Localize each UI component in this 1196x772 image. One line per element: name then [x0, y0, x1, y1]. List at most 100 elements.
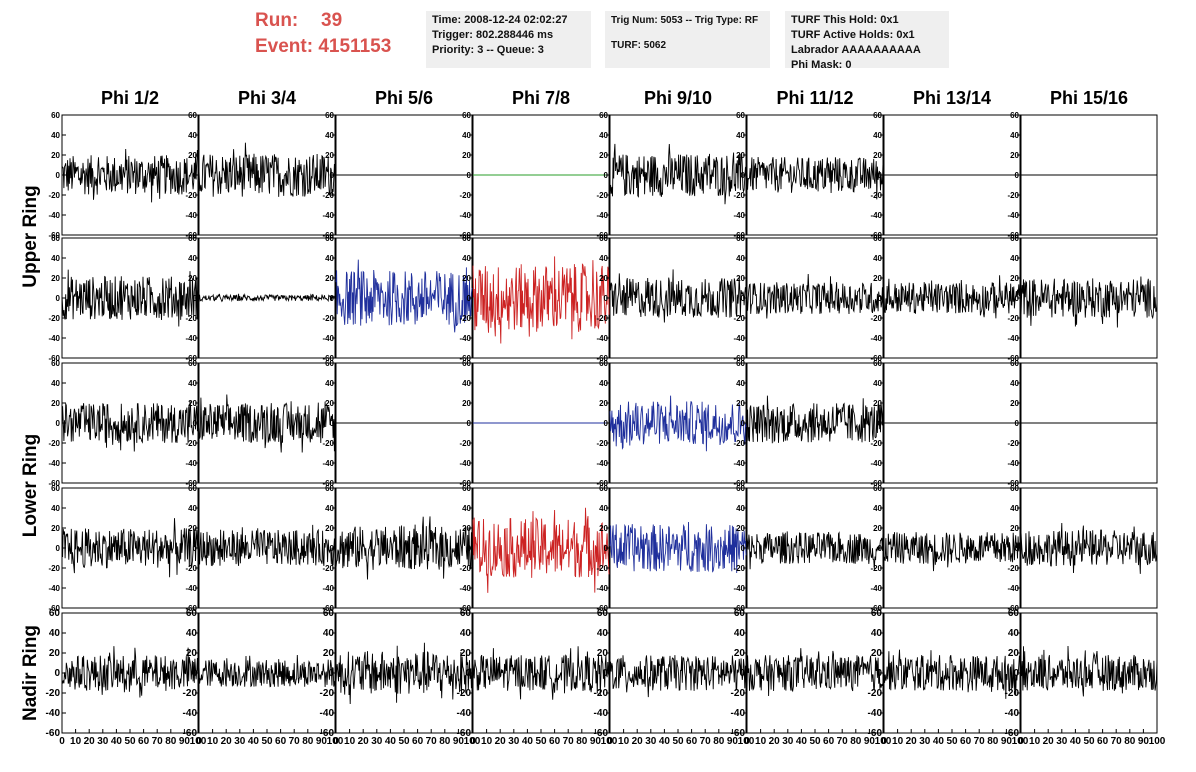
y-tick-label: 20: [599, 274, 608, 283]
panel-frame: [61, 237, 199, 359]
x-tick-label: 50: [672, 736, 684, 747]
y-tick-label: -40: [870, 584, 882, 593]
y-tick-label: 0: [330, 419, 335, 428]
y-tick-label: -20: [596, 191, 608, 200]
y-tick-label: -20: [868, 688, 883, 699]
y-tick-label: 60: [599, 111, 608, 120]
y-tick-label: -20: [185, 191, 197, 200]
y-tick-label: 20: [186, 648, 198, 659]
y-tick-label: -60: [870, 354, 882, 363]
y-tick-label: 40: [597, 628, 609, 639]
column-title: Phi 1/2: [101, 88, 159, 108]
y-tick-label: -40: [322, 584, 334, 593]
waveform-trace: [198, 142, 336, 197]
y-tick-label: -60: [733, 231, 745, 240]
x-tick-label: 50: [946, 736, 958, 747]
y-tick-label: 40: [188, 254, 197, 263]
y-tick-label: -40: [870, 459, 882, 468]
y-tick-label: 60: [599, 484, 608, 493]
y-tick-label: -40: [185, 584, 197, 593]
y-tick-label: 40: [873, 379, 882, 388]
x-tick-label: 10: [755, 736, 767, 747]
y-tick-label: 0: [1015, 544, 1020, 553]
y-tick-label: -40: [1007, 334, 1019, 343]
y-tick-label: 20: [188, 274, 197, 283]
x-tick-label: 10: [481, 736, 493, 747]
y-tick-label: 20: [873, 151, 882, 160]
y-tick-label: 0: [739, 668, 745, 679]
y-tick-label: 20: [1010, 274, 1019, 283]
waveform-trace: [61, 269, 199, 327]
y-tick-label: -20: [870, 564, 882, 573]
y-tick-label: -20: [1007, 191, 1019, 200]
y-tick-label: 60: [462, 111, 471, 120]
time-info-box: Time: 2008-12-24 02:02:27 Trigger: 802.2…: [426, 11, 591, 68]
y-tick-label: -60: [48, 354, 60, 363]
y-tick-label: 20: [1010, 399, 1019, 408]
waveform-trace: [61, 518, 199, 578]
y-tick-label: 0: [876, 668, 882, 679]
y-tick-label: 60: [51, 359, 60, 368]
y-tick-label: 60: [49, 608, 61, 619]
y-tick-label: 40: [1010, 254, 1019, 263]
column-title: Phi 13/14: [913, 88, 991, 108]
waveform-trace: [335, 259, 473, 333]
y-tick-label: -60: [320, 728, 335, 739]
y-tick-label: -40: [185, 211, 197, 220]
x-tick-label: 90: [1001, 736, 1013, 747]
y-tick-label: 0: [604, 171, 609, 180]
y-tick-label: 60: [736, 484, 745, 493]
x-tick-label: 50: [124, 736, 136, 747]
x-tick-label: 20: [84, 736, 96, 747]
trig-num-text: Trig Num: 5053 -- Trig Type: RF: [611, 15, 759, 26]
column-title: Phi 7/8: [512, 88, 570, 108]
x-tick-label: 20: [358, 736, 370, 747]
y-tick-label: 40: [51, 379, 60, 388]
y-tick-label: 60: [736, 234, 745, 243]
y-tick-label: -20: [1005, 688, 1020, 699]
y-tick-label: -20: [183, 688, 198, 699]
y-tick-label: 0: [193, 294, 198, 303]
y-tick-label: -60: [596, 604, 608, 613]
event-label: Event:: [255, 36, 314, 57]
x-tick-label: 40: [796, 736, 808, 747]
y-tick-label: -60: [733, 479, 745, 488]
y-tick-label: 60: [325, 484, 334, 493]
column-title: Phi 11/12: [776, 88, 853, 108]
x-tick-label: 10: [618, 736, 630, 747]
x-tick-label: 100: [190, 736, 207, 747]
y-tick-label: -40: [459, 584, 471, 593]
x-tick-label: 40: [1070, 736, 1082, 747]
trigger-text: Trigger: 802.288446 ms: [432, 29, 554, 41]
ring-label: Lower Ring: [20, 434, 41, 537]
y-tick-label: -20: [870, 191, 882, 200]
x-tick-label: 100: [464, 736, 481, 747]
y-tick-label: -60: [459, 231, 471, 240]
x-tick-label: 80: [302, 736, 314, 747]
y-tick-label: 0: [465, 668, 471, 679]
y-tick-label: 60: [188, 111, 197, 120]
y-tick-label: -20: [596, 564, 608, 573]
x-tick-label: 30: [919, 736, 931, 747]
x-tick-label: 90: [179, 736, 191, 747]
run-value: 39: [321, 10, 343, 31]
y-tick-label: 60: [1010, 484, 1019, 493]
y-tick-label: 40: [599, 504, 608, 513]
x-tick-label: 60: [138, 736, 150, 747]
y-tick-label: 20: [462, 274, 471, 283]
y-tick-label: -40: [1005, 708, 1020, 719]
x-tick-label: 30: [782, 736, 794, 747]
y-tick-label: 0: [193, 544, 198, 553]
y-tick-label: -60: [868, 728, 883, 739]
waveform-trace: [61, 148, 199, 203]
y-tick-label: 40: [873, 504, 882, 513]
y-tick-label: -60: [733, 354, 745, 363]
y-tick-label: 0: [56, 544, 61, 553]
y-tick-label: -60: [733, 604, 745, 613]
priority-text: Priority: 3 -- Queue: 3: [432, 44, 544, 56]
y-tick-label: -40: [48, 584, 60, 593]
x-tick-label: 100: [327, 736, 344, 747]
turf-this-hold-text: TURF This Hold: 0x1: [791, 14, 899, 26]
x-tick-label: 100: [738, 736, 755, 747]
y-tick-label: -40: [48, 459, 60, 468]
